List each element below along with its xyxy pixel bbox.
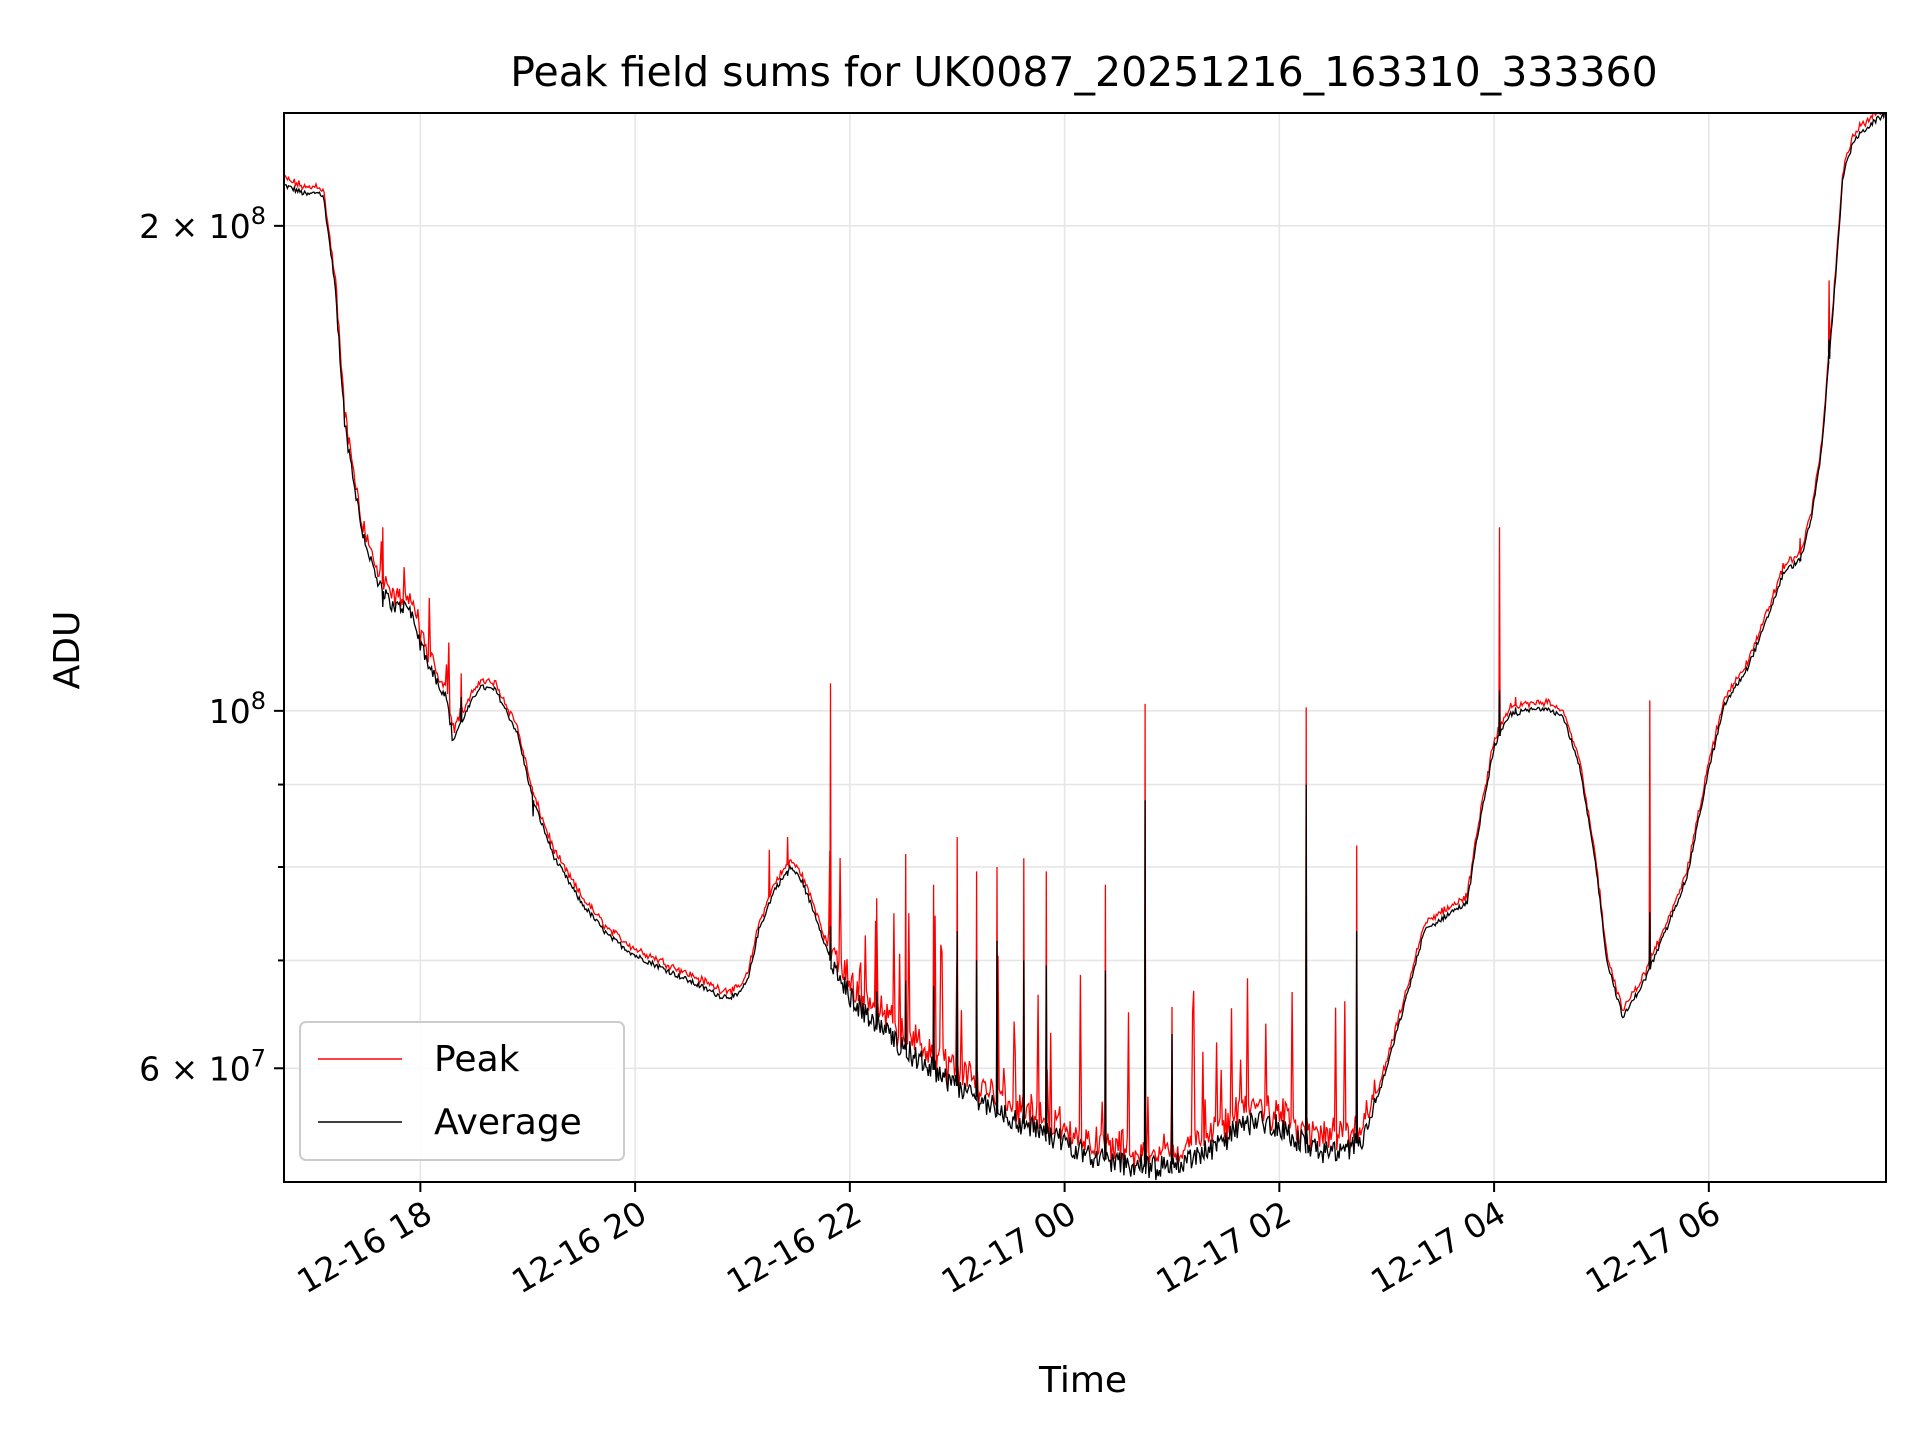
legend-peak-label: Peak (434, 1039, 520, 1080)
series-average-line (284, 113, 1886, 1181)
chart-title: Peak field sums for UK0087_20251216_1633… (510, 48, 1657, 96)
plot-frame (283, 112, 1887, 1183)
y-axis-label: ADU (47, 611, 88, 690)
legend: Peak Average (299, 1021, 625, 1161)
y-tick-label-0: 6 × 107 (139, 1044, 266, 1088)
legend-average-label: Average (434, 1102, 582, 1143)
legend-box (299, 1021, 625, 1161)
series-peak-line (284, 113, 1882, 1169)
x-axis-label: Time (1038, 1360, 1127, 1401)
grid-lines (284, 113, 1886, 1182)
y-tick-label-2: 2 × 108 (139, 202, 266, 246)
plot-lines (284, 113, 1886, 1181)
